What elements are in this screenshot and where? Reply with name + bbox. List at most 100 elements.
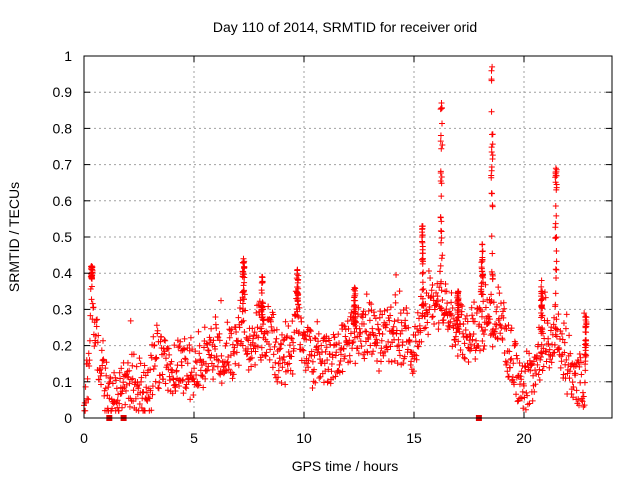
data-point — [203, 340, 210, 347]
data-point — [352, 313, 359, 320]
data-point — [299, 346, 306, 353]
data-point — [497, 330, 504, 337]
data-point — [309, 358, 316, 365]
data-point — [189, 346, 196, 353]
data-point — [459, 330, 466, 337]
data-point — [538, 277, 545, 284]
data-point — [395, 336, 402, 343]
data-point — [162, 355, 169, 362]
data-point — [489, 141, 496, 148]
data-point — [416, 315, 423, 322]
data-point — [454, 311, 461, 318]
data-point — [386, 317, 393, 324]
data-point — [254, 343, 261, 350]
data-point — [247, 355, 254, 362]
data-point — [270, 351, 277, 358]
data-point — [182, 356, 189, 363]
data-point — [88, 296, 95, 303]
data-point — [326, 337, 333, 344]
data-point — [452, 341, 459, 348]
data-point — [356, 333, 363, 340]
data-point — [366, 317, 373, 324]
data-point — [566, 375, 573, 382]
data-point — [437, 227, 444, 234]
y-tick-label: 0 — [64, 410, 72, 426]
data-point — [113, 377, 120, 384]
data-point — [406, 338, 413, 345]
data-point — [158, 333, 165, 340]
data-point — [553, 248, 560, 255]
data-points — [81, 63, 590, 421]
data-point — [212, 345, 219, 352]
data-point — [202, 375, 209, 382]
data-point — [321, 360, 328, 367]
data-point — [438, 239, 445, 246]
x-axis-label: GPS time / hours — [292, 458, 399, 474]
data-point — [316, 375, 323, 382]
data-point — [278, 341, 285, 348]
data-point — [582, 337, 589, 344]
data-point — [387, 343, 394, 350]
data-point — [527, 367, 534, 374]
data-point — [214, 363, 221, 370]
data-point — [430, 297, 437, 304]
data-point — [118, 365, 125, 372]
data-point — [459, 303, 466, 310]
data-point — [546, 364, 553, 371]
data-point — [227, 327, 234, 334]
data-point — [90, 304, 97, 311]
data-point — [438, 218, 445, 225]
data-point — [215, 357, 222, 364]
data-point — [200, 384, 207, 391]
data-point — [126, 380, 133, 387]
data-point — [581, 402, 588, 409]
data-point — [537, 349, 544, 356]
data-point — [573, 387, 580, 394]
data-point — [275, 367, 282, 374]
data-point — [397, 310, 404, 317]
data-point — [114, 397, 121, 404]
data-point — [435, 326, 442, 333]
data-point — [98, 347, 105, 354]
data-point — [410, 368, 417, 375]
data-point — [438, 278, 445, 285]
data-point — [518, 376, 525, 383]
data-point — [538, 341, 545, 348]
data-point — [109, 380, 116, 387]
data-point — [517, 373, 524, 380]
data-point — [378, 345, 385, 352]
data-point — [419, 239, 426, 246]
data-point — [556, 335, 563, 342]
y-tick-label: 0.6 — [53, 193, 73, 209]
data-point — [508, 355, 515, 362]
data-point — [362, 328, 369, 335]
data-point — [152, 356, 159, 363]
data-point — [228, 326, 235, 333]
data-point — [538, 324, 545, 331]
data-point — [347, 330, 354, 337]
data-point — [351, 308, 358, 315]
data-point — [352, 290, 359, 297]
y-tick-label: 0.1 — [53, 374, 73, 390]
data-point — [322, 368, 329, 375]
data-point — [455, 295, 462, 302]
data-point — [499, 308, 506, 315]
data-point — [255, 301, 262, 308]
data-point — [129, 375, 136, 382]
data-point — [438, 304, 445, 311]
data-point — [521, 363, 528, 370]
data-point — [227, 352, 234, 359]
data-point — [192, 358, 199, 365]
data-point — [146, 395, 153, 402]
data-point — [530, 372, 537, 379]
data-point — [446, 323, 453, 330]
data-point — [127, 317, 134, 324]
data-point — [218, 380, 225, 387]
data-point — [136, 355, 143, 362]
data-point — [148, 407, 155, 414]
y-tick-label: 0.8 — [53, 120, 73, 136]
data-point — [259, 273, 266, 280]
data-point — [448, 289, 455, 296]
data-point — [561, 339, 568, 346]
data-point — [553, 234, 560, 241]
